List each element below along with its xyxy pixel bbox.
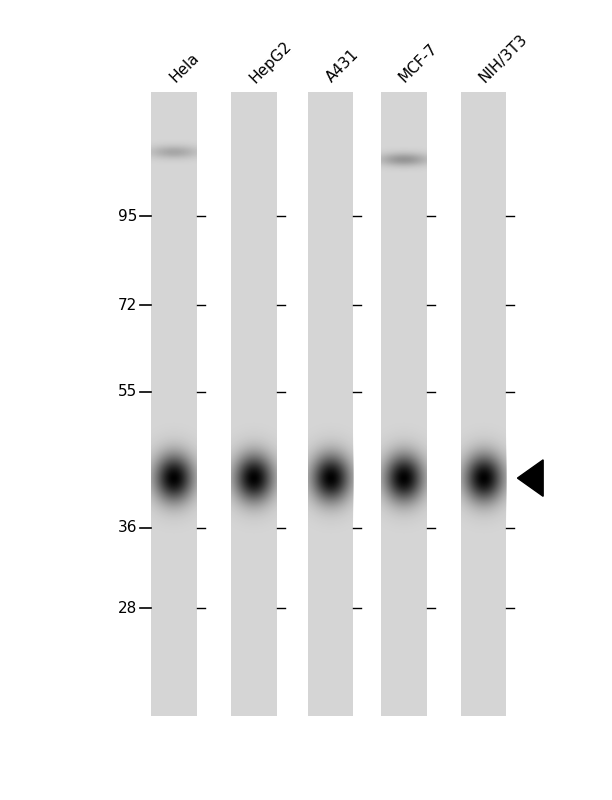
Text: 36: 36 xyxy=(118,520,137,535)
Bar xyxy=(308,92,354,716)
Bar xyxy=(381,92,427,716)
Text: Hela: Hela xyxy=(167,50,202,86)
Polygon shape xyxy=(518,460,543,496)
Text: 72: 72 xyxy=(118,298,137,313)
Bar xyxy=(461,92,507,716)
Text: MCF-7: MCF-7 xyxy=(397,42,441,86)
Text: A431: A431 xyxy=(323,47,361,86)
Bar xyxy=(151,92,197,716)
Text: 28: 28 xyxy=(118,601,137,616)
Text: NIH/3T3: NIH/3T3 xyxy=(476,31,530,86)
Text: 55: 55 xyxy=(118,384,137,399)
Bar xyxy=(231,92,277,716)
Text: HepG2: HepG2 xyxy=(247,38,294,86)
Text: 95: 95 xyxy=(118,209,137,224)
